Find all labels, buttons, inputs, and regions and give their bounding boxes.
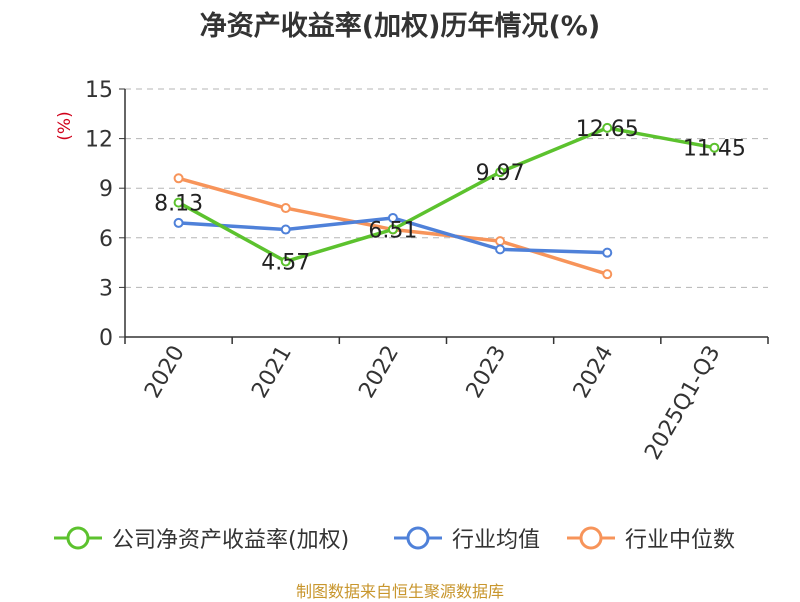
x-tick-label: 2023 <box>462 342 512 403</box>
y-tick-label: 6 <box>99 227 113 252</box>
data-label: 9.97 <box>476 161 525 186</box>
legend-item-company[interactable]: 公司净资产收益率(加权) <box>52 518 349 558</box>
data-point-company <box>173 197 184 208</box>
line-chart: 0 3 6 9 12 15 2020 2021 2022 2023 2024 2025Q1-Q3 (%)… <box>55 78 769 465</box>
data-label: 4.57 <box>261 250 310 275</box>
legend-item-industry_avg[interactable]: 行业均值 <box>392 518 540 558</box>
legend-line-circle-icon <box>54 526 102 550</box>
y-tick-label: 12 <box>85 128 113 153</box>
legend-label: 公司净资产收益率(加权) <box>112 528 350 553</box>
data-label: 12.65 <box>576 117 639 142</box>
data-point-industry_avg <box>173 217 184 228</box>
legend-label: 行业中位数 <box>625 528 736 553</box>
data-label: 6.51 <box>368 218 417 243</box>
x-tick-label: 2020 <box>140 342 190 403</box>
data-point-company <box>709 142 720 153</box>
chart-title: 净资产收益率(加权)历年情况(%) <box>199 11 601 42</box>
x-tick-label: 2025Q1-Q3 <box>640 342 725 465</box>
data-point-industry_avg <box>387 212 398 223</box>
data-point-company <box>280 256 291 267</box>
data-point-industry_avg <box>280 224 291 235</box>
data-point-industry_median <box>280 203 291 214</box>
y-axis-label: (%) <box>55 111 75 140</box>
y-tick-label: 9 <box>99 177 113 202</box>
data-label: 11.45 <box>683 137 746 162</box>
y-tick-label: 3 <box>99 276 113 301</box>
legend-line-circle-icon <box>567 526 615 550</box>
legend-label: 行业均值 <box>452 528 541 553</box>
y-tick-label: 15 <box>85 78 113 103</box>
data-label: 8.13 <box>154 192 203 217</box>
series-line-company <box>177 126 715 264</box>
data-point-company <box>387 224 398 235</box>
x-tick-label: 2021 <box>247 342 297 403</box>
legend-item-industry_median[interactable]: 行业中位数 <box>565 518 735 558</box>
y-tick-label: 0 <box>99 326 113 351</box>
data-point-industry_median <box>173 173 184 184</box>
data-point-industry_avg <box>602 247 613 258</box>
legend-line-circle-icon <box>394 526 442 550</box>
data-point-industry_avg <box>495 244 506 255</box>
data-point-industry_median <box>495 236 506 247</box>
legend: 公司净资产收益率(加权) 行业均值 行业中位数 <box>0 518 800 558</box>
data-point-company <box>495 167 506 178</box>
source-note: 制图数据来自恒生聚源数据库 <box>295 582 504 601</box>
data-point-company <box>602 122 613 133</box>
data-point-industry_median <box>602 269 613 280</box>
x-tick-label: 2024 <box>569 342 619 403</box>
x-tick-label: 2022 <box>354 342 404 403</box>
